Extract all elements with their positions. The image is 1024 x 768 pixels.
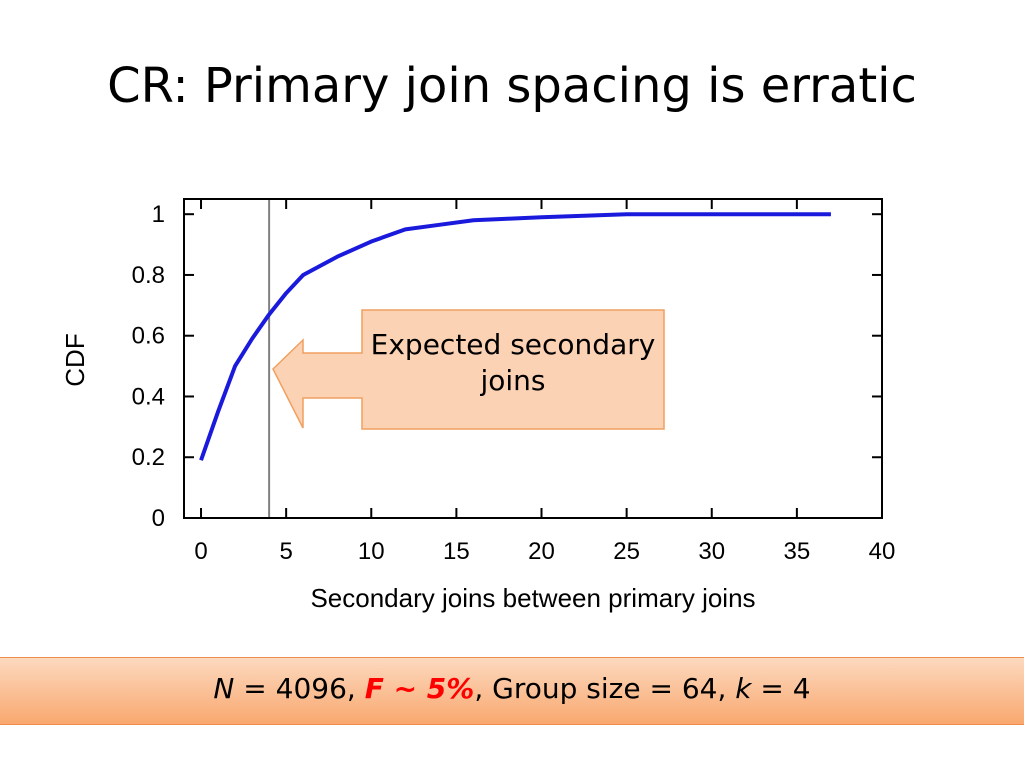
x-tick-label: 35: [784, 538, 811, 565]
f-value: F ~ 5%: [364, 672, 475, 705]
x-tick-label: 15: [443, 538, 470, 565]
cdf-chart: 0 5 10 15 20 25 30 35 40 0 0.2 0.4 0.6 0.8 1 Secondar…: [60, 198, 895, 613]
x-tick-label: 10: [358, 538, 385, 565]
callout-arrow-shape: [272, 309, 665, 430]
x-tick-label: 5: [279, 538, 292, 565]
y-tick-label: 0.6: [132, 323, 165, 350]
parameters-text: N = 4096, F ~ 5%, Group size = 64, k = 4: [0, 672, 1024, 705]
k-value: = 4: [751, 672, 811, 705]
n-symbol: N: [213, 672, 235, 705]
slide-title: CR: Primary join spacing is erratic: [107, 58, 917, 114]
plot-frame: [183, 198, 883, 519]
x-tick-label: 25: [613, 538, 640, 565]
x-tick-labels: 0 5 10 15 20 25 30 35 40: [194, 538, 895, 565]
y-tick-label: 1: [152, 201, 165, 228]
group-size: , Group size = 64,: [474, 672, 736, 705]
y-axis-label: CDF: [60, 333, 90, 386]
x-tick-label: 40: [869, 538, 896, 565]
x-tick-label: 0: [194, 538, 207, 565]
n-value: = 4096,: [234, 672, 365, 705]
k-symbol: k: [735, 672, 752, 705]
x-tick-label: 30: [698, 538, 725, 565]
y-tick-label: 0.2: [132, 444, 165, 471]
x-axis-label: Secondary joins between primary joins: [310, 583, 755, 613]
y-tick-label: 0.8: [132, 262, 165, 289]
y-tick-label: 0: [152, 505, 165, 532]
y-tick-label: 0.4: [132, 383, 165, 410]
parameters-bar: [0, 657, 1024, 725]
y-tick-labels: 0 0.2 0.4 0.6 0.8 1: [132, 201, 165, 532]
cdf-series-line: [199, 212, 831, 461]
x-tick-label: 20: [528, 538, 555, 565]
callout-text: Expected secondary joins: [370, 328, 656, 398]
